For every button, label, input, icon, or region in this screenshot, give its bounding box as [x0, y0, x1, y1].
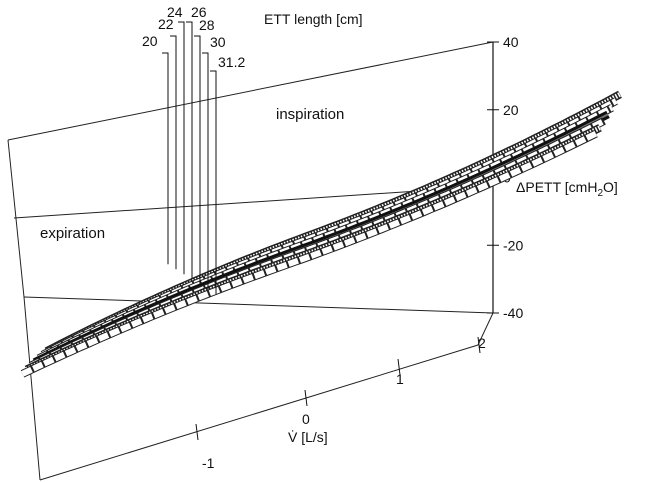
x-tick [304, 389, 308, 407]
x-tick-label: 0 [302, 411, 310, 427]
plot-box [7, 41, 494, 481]
z-tick-label: 20 [503, 102, 519, 118]
left-floor-edge [23, 296, 41, 481]
z-tick-label: -40 [503, 305, 523, 321]
series-curves [20, 90, 622, 378]
x-tick-label: -1 [202, 455, 215, 471]
x-tick-label: 2 [478, 335, 486, 351]
x-tick-label: 1 [396, 371, 404, 387]
ett-leader-31.2 [210, 70, 217, 295]
ett-length-label: 31.2 [218, 54, 245, 70]
series-31.2 [20, 130, 598, 378]
ett-leader-26 [186, 21, 193, 280]
ett-length-label: 30 [210, 34, 226, 50]
x-tick [397, 358, 401, 376]
ett-leader-28 [194, 35, 201, 285]
ett-length-label: 24 [167, 4, 183, 20]
z-axis-label-main: ΔPETT [cmH [516, 179, 597, 195]
front-floor-edge [39, 344, 479, 481]
ett-length-label: 20 [142, 33, 158, 49]
ett-length-label: 26 [191, 4, 207, 20]
depth-axis-label: ETT length [cm] [264, 11, 363, 27]
ett-leader-22 [170, 35, 177, 270]
series-line-core-31.2 [21, 130, 598, 377]
annotation-inspiration: inspiration [276, 106, 344, 123]
back-wall-top-edge [7, 41, 494, 141]
z-axis-label-sub: 2 [597, 188, 603, 199]
x-axis-label: V̇ [L/s] [288, 429, 328, 445]
z-axis-label: ΔPETT [cmH2O] [516, 179, 618, 199]
x-tick [195, 423, 199, 441]
x-tick [477, 336, 481, 354]
ett-length-label: 28 [199, 17, 215, 33]
z-tick-label: 40 [503, 34, 519, 50]
ett-leader-30 [202, 52, 209, 290]
z-tick-label: -20 [503, 237, 523, 253]
x-axis-ticks: -1 0 1 2 [195, 335, 486, 471]
annotation-expiration: expiration [40, 225, 105, 242]
right-floor-edge [477, 312, 494, 346]
ett-length-label: 22 [158, 16, 174, 32]
z-axis-label-tail: O] [603, 179, 618, 195]
ett-leader-20 [162, 52, 169, 265]
ett-leader-24 [178, 21, 185, 275]
back-floor-edge [23, 296, 494, 314]
back-wall-left-edge [7, 139, 25, 298]
